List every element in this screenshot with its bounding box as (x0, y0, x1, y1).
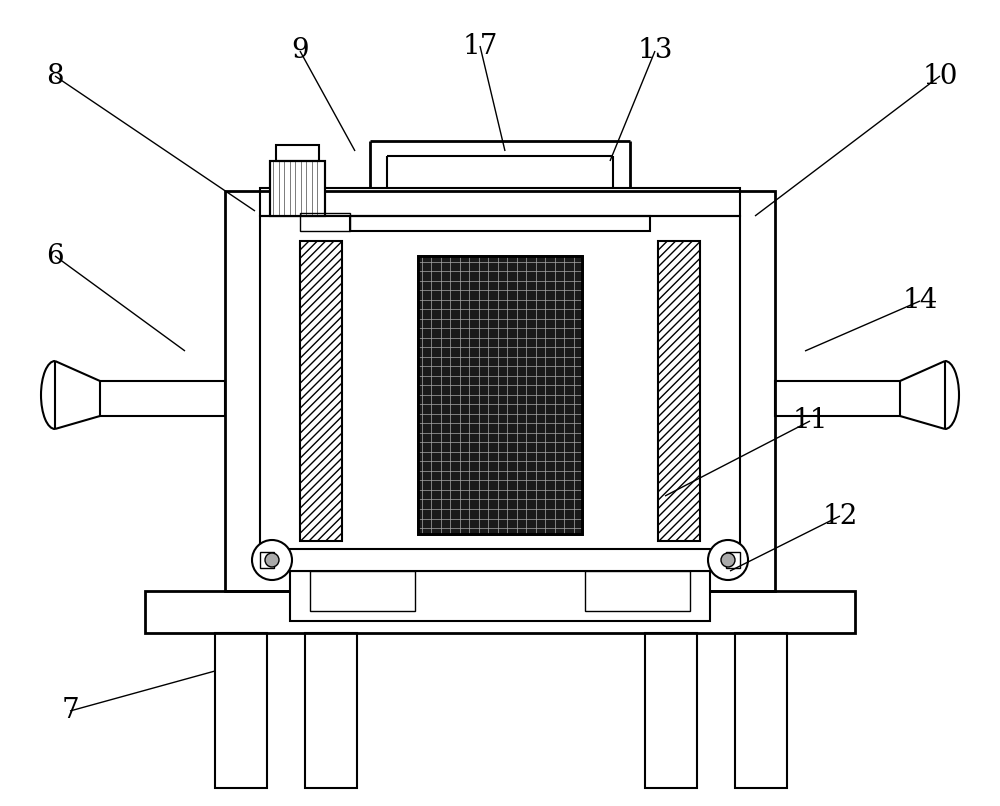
Text: 17: 17 (462, 32, 498, 60)
Text: 13: 13 (637, 38, 673, 64)
Bar (260, 188, 740, 216)
Circle shape (708, 540, 748, 580)
Bar (276, 145, 319, 161)
Bar (275, 549, 725, 571)
Bar (270, 161, 325, 216)
Bar (775, 381, 900, 416)
Circle shape (252, 540, 292, 580)
Bar (260, 552, 274, 568)
Bar (145, 591, 855, 633)
Text: 12: 12 (822, 502, 858, 530)
Text: 8: 8 (46, 63, 64, 89)
Bar (418, 256, 582, 534)
Text: 7: 7 (61, 697, 79, 725)
Bar (735, 633, 787, 788)
Bar (300, 213, 350, 231)
Circle shape (721, 553, 735, 567)
Bar (645, 633, 697, 788)
Bar (225, 191, 775, 591)
Text: 11: 11 (792, 408, 828, 434)
Bar (418, 256, 582, 534)
Circle shape (265, 553, 279, 567)
Bar (350, 216, 650, 231)
Bar (726, 552, 740, 568)
Bar (290, 571, 710, 621)
Bar (305, 633, 357, 788)
Bar (270, 161, 325, 216)
Bar (300, 241, 342, 541)
Text: 10: 10 (922, 63, 958, 89)
Text: 14: 14 (902, 288, 938, 314)
Bar (215, 633, 267, 788)
Bar (658, 241, 700, 541)
Bar (310, 571, 415, 611)
Text: 9: 9 (291, 38, 309, 64)
Text: 6: 6 (46, 243, 64, 269)
Bar (585, 571, 690, 611)
Bar (260, 216, 740, 561)
Bar (100, 381, 225, 416)
